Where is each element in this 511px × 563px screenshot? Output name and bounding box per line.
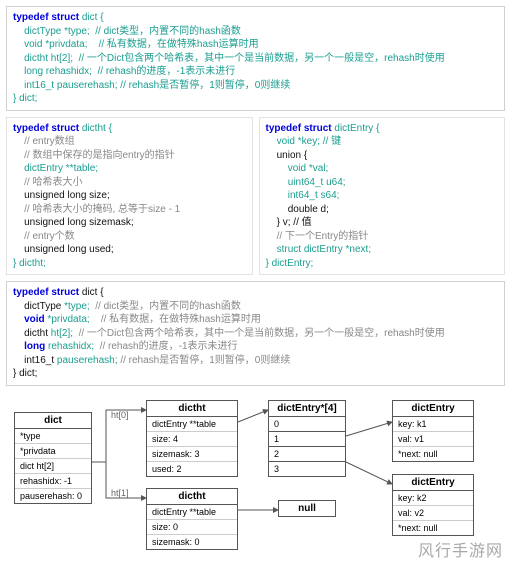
node-row: dictEntry **table [147, 417, 237, 432]
node-dict: dict *type *privdata dict ht[2] rehashid… [14, 412, 92, 504]
code-line: } dict; [13, 367, 498, 381]
watermark-text: 风行手游网 [418, 537, 503, 561]
code-line: // 下一个Entry的指针 [266, 230, 499, 244]
node-row: size: 4 [147, 432, 237, 447]
code-dictht: typedef struct dictht { // entry数组 // 数组… [6, 117, 253, 276]
code-line: // entry个数 [13, 230, 246, 244]
code-line: unsigned long used; [13, 243, 246, 257]
code-line: int16_t pauserehash; // rehash是否暂停，1则暂停，… [13, 354, 498, 368]
code-dict-top: typedef struct dict { dictType *type; //… [6, 6, 505, 111]
node-dictht1: dictht dictEntry **table size: 0 sizemas… [146, 488, 238, 550]
code-line: typedef struct dict { [13, 286, 498, 300]
node-array: dictEntry*[4] 0 1 2 3 [268, 400, 346, 477]
label-ht1: ht[1] [111, 488, 129, 498]
code-line: long rehashidx; // rehash的进度，-1表示未进行 [13, 65, 498, 79]
code-line: typedef struct dict { [13, 11, 498, 25]
node-row: 0 [269, 417, 345, 432]
code-line: dictht ht[2]; // 一个Dict包含两个哈希表，其中一个是当前数据… [13, 327, 498, 341]
node-row: key: k2 [393, 491, 473, 506]
node-row: *type [15, 429, 91, 444]
code-line: unsigned long size; [13, 189, 246, 203]
node-row: used: 2 [147, 462, 237, 476]
code-line: dictEntry **table; [13, 162, 246, 176]
node-row: *next: null [393, 447, 473, 461]
label-ht0: ht[0] [111, 410, 129, 420]
code-line: } dictEntry; [266, 257, 499, 271]
node-row: sizemask: 3 [147, 447, 237, 462]
null-box: null [278, 500, 336, 517]
code-line: struct dictEntry *next; [266, 243, 499, 257]
code-line: } dict; [13, 92, 498, 106]
node-row: rehashidx: -1 [15, 474, 91, 489]
node-entry1: dictEntry key: k1 val: v1 *next: null [392, 400, 474, 462]
code-line: // 数组中保存的是指向entry的指针 [13, 149, 246, 163]
code-line: int64_t s64; [266, 189, 499, 203]
node-row: val: v1 [393, 432, 473, 447]
code-line: typedef struct dictEntry { [266, 122, 499, 136]
node-row: dict ht[2] [15, 459, 91, 474]
code-line: } dictht; [13, 257, 246, 271]
code-line: // 哈希表大小 [13, 176, 246, 190]
node-title: dictEntry [392, 474, 474, 491]
node-row: *privdata [15, 444, 91, 459]
node-row: dictEntry **table [147, 505, 237, 520]
code-line: typedef struct dictht { [13, 122, 246, 136]
node-title: dictht [146, 400, 238, 417]
code-line: void *privdata; // 私有数据，在做特殊hash运算时用 [13, 38, 498, 52]
code-line: long rehashidx; // rehash的进度，-1表示未进行 [13, 340, 498, 354]
node-row: 3 [269, 462, 345, 476]
code-line: int16_t pauserehash; // rehash是否暂停，1则暂停，… [13, 79, 498, 93]
node-title: dictEntry*[4] [268, 400, 346, 417]
code-line: union { [266, 149, 499, 163]
node-title: dictEntry [392, 400, 474, 417]
code-dictentry: typedef struct dictEntry { void *key; //… [259, 117, 506, 276]
node-row: 2 [269, 447, 345, 462]
node-row: pauserehash: 0 [15, 489, 91, 503]
code-dict-mid: typedef struct dict { dictType *type; //… [6, 281, 505, 386]
code-line: uint64_t u64; [266, 176, 499, 190]
structure-diagram: ht[0] ht[1] dict *type *privdata dict ht… [6, 392, 505, 557]
code-line: // entry数组 [13, 135, 246, 149]
code-line: dictht ht[2]; // 一个Dict包含两个哈希表，其中一个是当前数据… [13, 52, 498, 66]
code-line: void *val; [266, 162, 499, 176]
code-line: dictType *type; // dict类型，内置不同的hash函数 [13, 300, 498, 314]
code-line: dictType *type; // dict类型，内置不同的hash函数 [13, 25, 498, 39]
node-row: 1 [269, 432, 345, 447]
code-line: double d; [266, 203, 499, 217]
node-row: sizemask: 0 [147, 535, 237, 549]
code-line: void *key; // 键 [266, 135, 499, 149]
node-row: *next: null [393, 521, 473, 535]
node-title: dictht [146, 488, 238, 505]
node-entry2: dictEntry key: k2 val: v2 *next: null [392, 474, 474, 536]
node-row: size: 0 [147, 520, 237, 535]
code-line: void *privdata; // 私有数据，在做特殊hash运算时用 [13, 313, 498, 327]
node-dictht0: dictht dictEntry **table size: 4 sizemas… [146, 400, 238, 477]
code-line: unsigned long sizemask; [13, 216, 246, 230]
node-null: null [278, 500, 336, 517]
node-title: dict [14, 412, 92, 429]
node-row: key: k1 [393, 417, 473, 432]
code-line: } v; // 值 [266, 216, 499, 230]
node-row: val: v2 [393, 506, 473, 521]
code-line: // 哈希表大小的掩码, 总等于size - 1 [13, 203, 246, 217]
